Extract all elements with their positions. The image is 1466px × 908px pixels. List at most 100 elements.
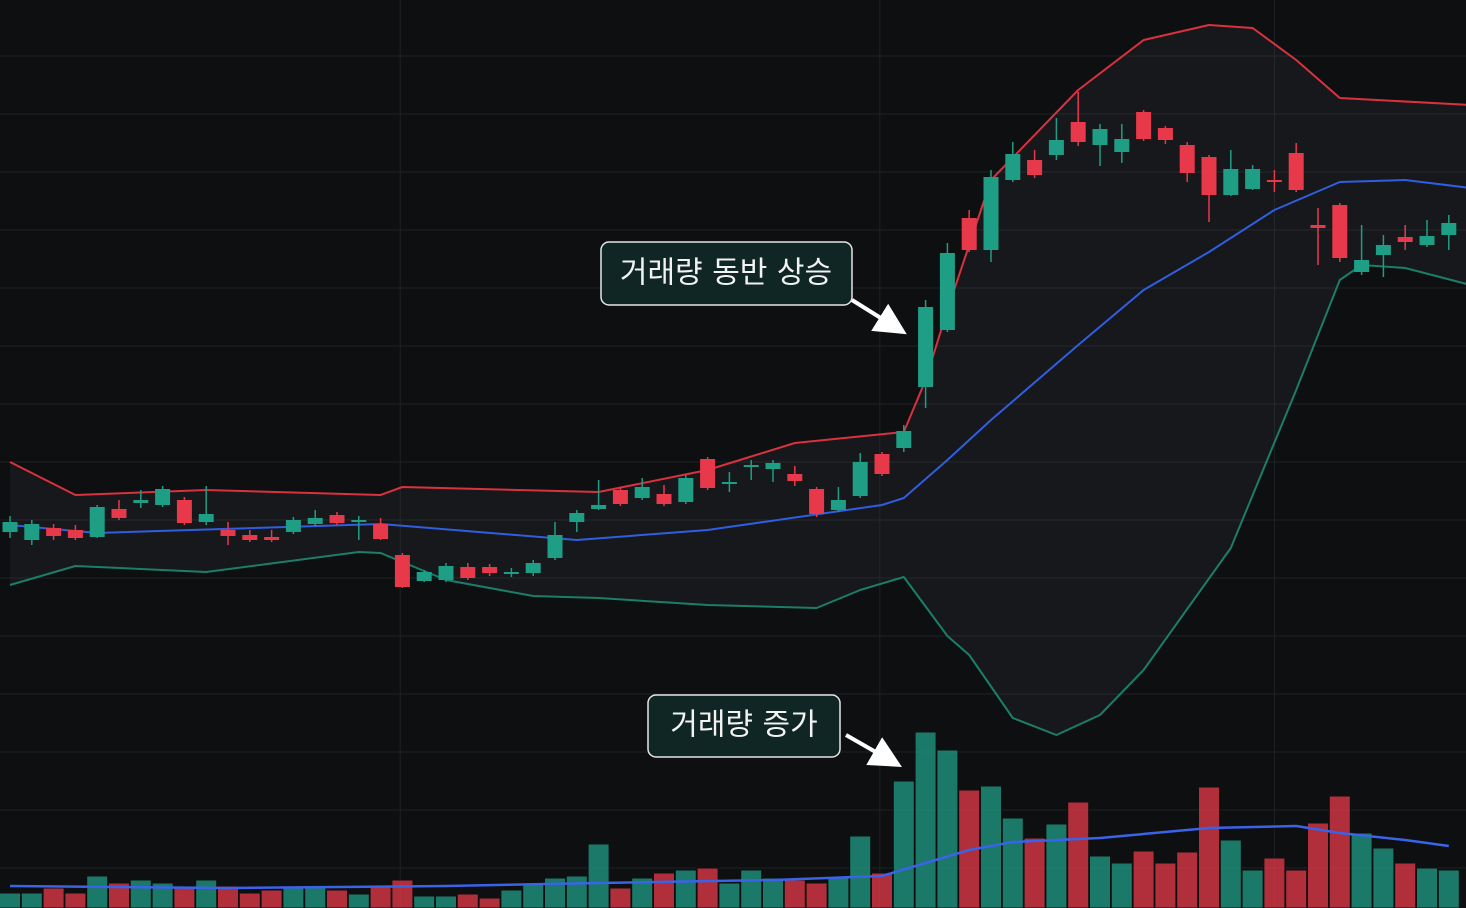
candle-body xyxy=(155,489,171,505)
annotation-box xyxy=(647,694,841,758)
volume-bar xyxy=(391,879,414,908)
volume-bar xyxy=(674,869,697,908)
annotation: 거래량 동반 상승 xyxy=(600,241,907,335)
candle-body xyxy=(830,500,846,510)
volume-bar xyxy=(1328,795,1351,908)
volume-bar xyxy=(827,877,850,908)
volume-bar xyxy=(565,875,588,908)
candle-body xyxy=(874,454,890,474)
volume-ma xyxy=(9,824,1449,890)
volume-bar xyxy=(151,882,174,908)
volume-bar xyxy=(238,892,261,908)
volume-bar xyxy=(1307,822,1329,908)
candle-body xyxy=(373,524,389,539)
candle-body xyxy=(482,567,498,573)
candle-body xyxy=(591,505,607,509)
candle-body xyxy=(918,307,934,387)
volume-bar xyxy=(1154,862,1177,908)
candle-body xyxy=(1245,169,1261,189)
volume-bar xyxy=(653,872,675,908)
volume-bar xyxy=(304,885,327,908)
volume-bar xyxy=(609,887,632,908)
candle-body xyxy=(1070,122,1086,142)
volume-bar xyxy=(347,893,370,908)
candle-body xyxy=(329,515,345,523)
volume-bar xyxy=(631,877,654,908)
candle-body xyxy=(896,431,912,448)
volume-bar xyxy=(1263,857,1286,908)
volume-bar xyxy=(849,835,872,908)
candle-body xyxy=(1027,160,1043,175)
volume-bar xyxy=(1001,817,1024,908)
candle-body xyxy=(569,513,585,522)
annotation-arrow xyxy=(850,298,907,335)
candle-body xyxy=(438,566,454,580)
volume-bar xyxy=(1372,847,1395,908)
candle-body xyxy=(1201,157,1217,195)
candle-body xyxy=(1114,139,1130,152)
candle-body xyxy=(1179,145,1195,173)
volume-bar xyxy=(1416,867,1438,908)
annotation: 거래량 증가 xyxy=(647,694,902,767)
volume-bar xyxy=(1132,850,1155,908)
candle-body xyxy=(503,572,519,574)
volume-bar xyxy=(740,869,763,908)
candle-body xyxy=(961,218,977,250)
candle-body xyxy=(1288,153,1304,190)
candle-body xyxy=(1419,236,1435,245)
volume-bar xyxy=(587,843,610,908)
volume-bar xyxy=(1045,823,1068,908)
candle-body xyxy=(612,490,628,504)
candle-body xyxy=(1397,237,1413,242)
candle-body xyxy=(743,465,759,467)
candle-body xyxy=(983,177,999,250)
volume-bar xyxy=(0,892,21,908)
volume-bar xyxy=(500,889,523,908)
volume-bar xyxy=(369,885,392,908)
annotation-text: 거래량 증가 xyxy=(670,708,818,743)
annotation-arrow xyxy=(845,733,902,767)
candle-body xyxy=(351,520,367,522)
volume-bar xyxy=(892,780,915,908)
volume-bar xyxy=(544,877,566,908)
band-line xyxy=(9,264,1466,736)
volume-bar xyxy=(762,877,784,908)
candle-body xyxy=(700,459,716,488)
volume-bar xyxy=(718,882,741,908)
volume-bar xyxy=(805,882,828,908)
volume-bar xyxy=(1437,869,1460,908)
candle-body xyxy=(765,463,781,469)
candle-body xyxy=(1048,140,1064,155)
candle-body xyxy=(198,514,214,522)
volume-bar xyxy=(522,882,545,908)
candle-body xyxy=(1441,223,1457,235)
volume-bar xyxy=(64,892,87,908)
volume-bar xyxy=(435,895,457,908)
candle-body xyxy=(264,537,280,540)
candle-body xyxy=(1310,225,1326,228)
candle-body xyxy=(547,535,563,558)
candle-body xyxy=(460,567,476,578)
volume-bar xyxy=(1110,862,1133,908)
candle-body xyxy=(1157,128,1173,140)
volume-bar xyxy=(936,749,959,908)
volume-bar xyxy=(195,879,218,908)
candle-body xyxy=(787,474,803,481)
candle-body xyxy=(678,478,694,502)
volume-bar xyxy=(326,889,348,908)
volume-bar xyxy=(1089,855,1111,908)
candle-body xyxy=(242,535,258,540)
volume-bar xyxy=(1394,862,1417,908)
candle-body xyxy=(721,482,737,484)
candle-body xyxy=(1354,260,1370,272)
candle-body xyxy=(1266,180,1282,182)
volume-bar xyxy=(696,867,719,908)
candle-body xyxy=(852,462,868,496)
candle-body xyxy=(24,524,40,540)
volume-bar xyxy=(217,885,239,908)
volume-bar xyxy=(1067,801,1090,908)
candle-body xyxy=(1375,245,1391,255)
candle-body xyxy=(1223,169,1239,195)
candle-body xyxy=(67,530,83,538)
